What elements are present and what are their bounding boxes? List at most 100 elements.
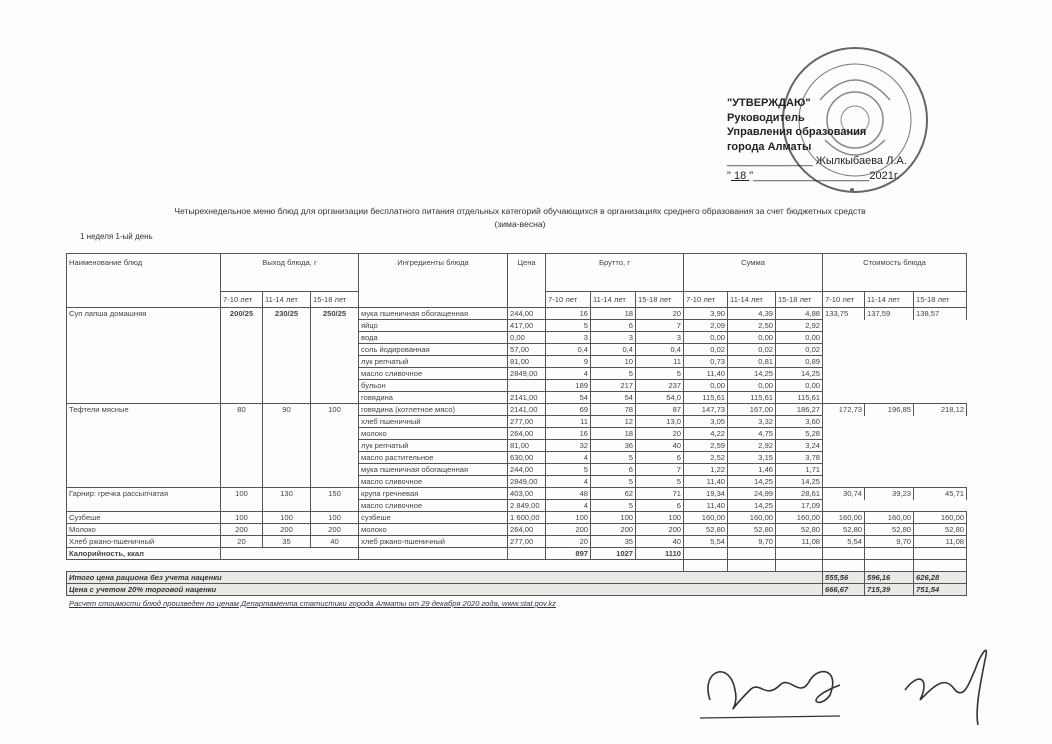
brutto-value: 20: [545, 535, 592, 548]
ingredient-price: 2849,00: [507, 475, 547, 488]
dish-name: Молоко: [66, 523, 221, 536]
sum-value: 52,80: [683, 523, 729, 536]
sum-value: 2,92: [775, 319, 824, 332]
empty-cell: [914, 368, 967, 380]
sum-value: 3,32: [727, 415, 777, 428]
ingredient-price: 0,00: [507, 331, 547, 344]
brutto-value: 6: [590, 319, 637, 332]
dish-name: Тефтели мясные: [66, 403, 221, 488]
ingredient-name: мука пшеничная обогащенная: [358, 307, 509, 320]
age-group-header: 11-14 лет: [262, 291, 311, 308]
empty-cell: [507, 547, 547, 560]
sum-value: 0,00: [683, 379, 729, 392]
empty-cell: [865, 428, 914, 440]
brutto-value: 100: [545, 511, 592, 524]
sum-value: 3,15: [727, 451, 777, 464]
approval-line: города Алматы: [727, 140, 812, 153]
sum-value: 2,52: [683, 451, 729, 464]
sum-value: 2,92: [727, 439, 777, 452]
sum-value: 0,02: [727, 343, 777, 356]
sum-value: 0,00: [683, 331, 729, 344]
table-row: лук репчатый 81,00 9 10 11 0,73 0,81 0,89: [67, 355, 967, 368]
empty-cell: [914, 440, 967, 452]
empty-cell: [864, 547, 915, 560]
dish-cost: 137,59: [864, 307, 915, 320]
brutto-value: 69: [545, 403, 592, 416]
ingredient-name: бульон: [358, 379, 509, 392]
table-row: яйцо 417,00 5 6 7 2,09 2,50 2,92: [67, 319, 967, 332]
empty-cell: [865, 380, 914, 392]
empty-cell: [823, 416, 865, 428]
ingredient-price: 264,00: [507, 523, 547, 536]
brutto-value: 54: [545, 391, 592, 404]
approval-line: "УТВЕРЖДАЮ": [727, 97, 811, 109]
empty-cell: [775, 547, 824, 560]
empty-cell: [914, 416, 967, 428]
signer-name: Жылкыбаева Л.А.: [815, 155, 907, 167]
table-row: хлеб пшеничный 277,00 11 12 13,0 3,05 3,32 3,60: [67, 415, 967, 428]
sum-value: 3,60: [775, 415, 824, 428]
ingredient-price: 81,00: [507, 439, 547, 452]
sum-value: 52,80: [775, 523, 824, 536]
table-row: масло растительное 630,00 4 5 6 2,52 3,15 3,78: [67, 451, 967, 464]
empty-cell: [914, 500, 967, 512]
age-group-header: 15-18 лет: [309, 291, 360, 308]
brutto-value: 48: [545, 487, 592, 500]
ingredient-price: 1 600,00: [507, 511, 547, 524]
total-value: 666,67: [822, 583, 866, 596]
brutto-value: 5: [635, 367, 685, 380]
sum-value: 14,25: [727, 475, 777, 488]
empty-cell: [823, 356, 865, 368]
sum-value: 14,25: [727, 367, 777, 380]
dish-yield: 100: [309, 511, 360, 524]
dish-cost: 39,23: [864, 487, 915, 500]
date-year: 2021г.: [869, 169, 900, 182]
brutto-value: 18: [590, 307, 637, 320]
empty-cell: [823, 428, 865, 440]
ingredient-name: говядина: [358, 391, 509, 404]
week-day-label: 1 неделя 1-ый день: [80, 232, 153, 241]
brutto-value: 4: [545, 499, 592, 512]
dish-cost: 172,73: [822, 403, 866, 416]
empty-cell: [914, 320, 967, 332]
sum-value: 5,54: [683, 535, 729, 548]
brutto-value: 217: [590, 379, 637, 392]
brutto-value: 0,4: [545, 343, 592, 356]
sum-value: 160,00: [775, 511, 824, 524]
sum-value: 160,00: [727, 511, 777, 524]
empty-cell: [727, 547, 777, 560]
empty-cell: [823, 464, 865, 476]
empty-cell: [913, 547, 968, 560]
brutto-value: 100: [635, 511, 685, 524]
brutto-value: 62: [590, 487, 637, 500]
dish-cost: 11,08: [913, 535, 968, 548]
sum-value: 3,24: [775, 439, 824, 452]
sum-value: 11,40: [683, 367, 729, 380]
ingredient-price: 630,00: [507, 451, 547, 464]
empty-cell: [914, 332, 967, 344]
dish-cost: 218,12: [913, 403, 968, 416]
empty-cell: [865, 476, 914, 488]
empty-cell: [823, 332, 865, 344]
subheader-row: 7-10 лет 11-14 лет 15-18 лет 7-10 лет 11-14 …: [67, 291, 968, 308]
sum-value: 0,89: [775, 355, 824, 368]
brutto-value: 7: [635, 463, 685, 476]
empty-cell: [823, 440, 865, 452]
dish-cost: 9,70: [864, 535, 915, 548]
brutto-value: 12: [590, 415, 637, 428]
empty-cell: [865, 500, 914, 512]
ingredient-name: масло сливочное: [358, 499, 509, 512]
sum-value: 1,71: [775, 463, 824, 476]
sum-value: 167,00: [727, 403, 777, 416]
ingredient-name: сузбеше: [358, 511, 509, 524]
ingredient-name: молоко: [358, 427, 509, 440]
dish-name: Суп лапша домашняя: [66, 307, 221, 404]
age-group-header: 7-10 лет: [220, 291, 263, 308]
header-ingredients: Ингредиенты блюда: [358, 253, 509, 308]
header-row: Наименование блюд Выход блюда, г Ингредиен…: [66, 253, 968, 308]
ingredient-price: 2141,00: [507, 403, 547, 416]
dish-yield: 100: [262, 511, 311, 524]
dish-yield: 200/25: [220, 307, 263, 404]
dish-yield: 35: [262, 535, 311, 548]
brutto-value: 200: [590, 523, 637, 536]
